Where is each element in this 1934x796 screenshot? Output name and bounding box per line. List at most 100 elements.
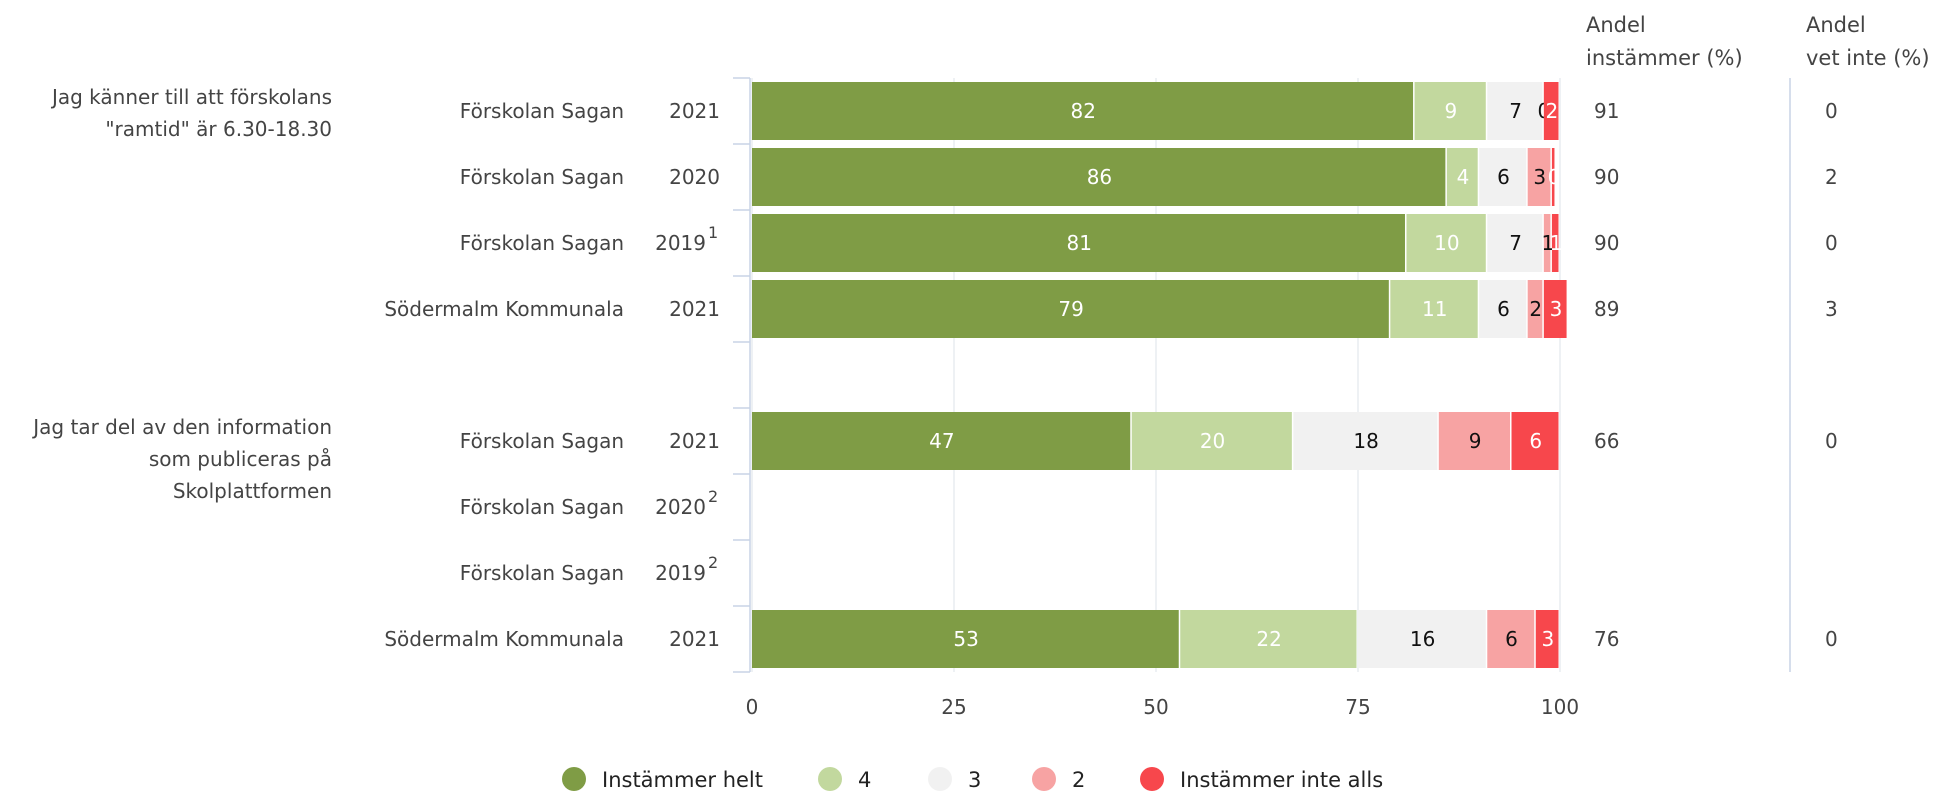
bar-value-label: 9 (1469, 429, 1482, 453)
bar-value-label: 7 (1509, 231, 1522, 255)
bar-value-label: 86 (1087, 165, 1112, 189)
row-year-label: 2020 (669, 165, 720, 189)
dontknow-value: 0 (1825, 429, 1838, 453)
row-footnote: 1 (708, 223, 718, 242)
legend-swatch-2 (818, 767, 842, 791)
bar-segment-3 (1487, 214, 1543, 272)
bar-value-label: 18 (1353, 429, 1378, 453)
bar-value-label: 6 (1505, 627, 1518, 651)
row-year-label: 2021 (669, 99, 720, 123)
bar-segment-5 (1535, 610, 1559, 668)
bar-segment-5 (1543, 82, 1559, 140)
legend-label: Instämmer inte alls (1180, 768, 1383, 792)
row-unit-label: Förskolan Sagan (460, 165, 624, 189)
question-label-line: Skolplattformen (173, 479, 332, 503)
row-year-label: 2021 (669, 429, 720, 453)
row-year-label: 2021 (669, 627, 720, 651)
agree-header-line2: instämmer (%) (1586, 46, 1743, 70)
dontknow-value: 0 (1825, 231, 1838, 255)
bar-segment-3 (1479, 148, 1527, 206)
bar-segment-3 (1293, 412, 1438, 470)
legend-label: 3 (968, 768, 981, 792)
bar-segment-2 (1446, 148, 1478, 206)
bar-value-label: 7 (1509, 99, 1522, 123)
bar-segment-2 (1390, 280, 1478, 338)
row-unit-label: Förskolan Sagan (460, 99, 624, 123)
row-year-label: 2020 (655, 495, 706, 519)
dontknow-header-line1: Andel (1806, 13, 1866, 37)
bar-value-label: 1 (1550, 231, 1563, 255)
row-footnote: 2 (708, 553, 718, 572)
x-tick-label: 100 (1541, 695, 1579, 719)
bar-segment-2 (1131, 412, 1292, 470)
bar-value-label: 2 (1529, 297, 1542, 321)
bar-value-label: 0 (1548, 165, 1561, 189)
agree-value: 76 (1594, 627, 1619, 651)
row-unit-label: Södermalm Kommunala (384, 297, 624, 321)
row-unit-label: Förskolan Sagan (460, 429, 624, 453)
bar-segment-4 (1527, 148, 1551, 206)
bar-value-label: 16 (1410, 627, 1435, 651)
question-label-line: Jag känner till att förskolans (50, 85, 332, 109)
dontknow-header-line2: vet inte (%) (1806, 46, 1930, 70)
bar-value-label: 3 (1542, 627, 1555, 651)
bar-value-label: 11 (1422, 297, 1447, 321)
bar-value-label: 6 (1497, 165, 1510, 189)
question-label-line: som publiceras på (149, 447, 332, 471)
row-year-label: 2021 (669, 297, 720, 321)
question-label-line: Jag tar del av den information (31, 415, 332, 439)
legend-swatch-5 (1140, 767, 1164, 791)
bar-segment-5 (1551, 148, 1555, 206)
question-label-line: "ramtid" är 6.30-18.30 (105, 117, 332, 141)
bar-segment-1 (752, 214, 1405, 272)
bar-value-label: 1 (1542, 231, 1555, 255)
bar-segment-4 (1487, 610, 1535, 668)
bar-segment-2 (1406, 214, 1486, 272)
agree-value: 91 (1594, 99, 1619, 123)
x-tick-label: 25 (941, 695, 966, 719)
bar-segment-1 (752, 412, 1131, 470)
legend-swatch-3 (928, 767, 952, 791)
legend-swatch-4 (1032, 767, 1056, 791)
agree-value: 90 (1594, 165, 1619, 189)
row-unit-label: Förskolan Sagan (460, 231, 624, 255)
agree-header-line1: Andel (1586, 13, 1646, 37)
bar-segment-5 (1551, 214, 1559, 272)
bar-value-label: 22 (1256, 627, 1281, 651)
bar-value-label: 79 (1058, 297, 1083, 321)
bar-value-label: 4 (1457, 165, 1470, 189)
row-year-label: 2019 (655, 561, 706, 585)
bar-value-label: 82 (1071, 99, 1096, 123)
bar-segment-2 (1414, 82, 1486, 140)
dontknow-value: 3 (1825, 297, 1838, 321)
bar-segment-1 (752, 148, 1446, 206)
row-unit-label: Förskolan Sagan (460, 495, 624, 519)
legend-label: 2 (1072, 768, 1085, 792)
x-tick-label: 50 (1143, 695, 1168, 719)
agree-value: 90 (1594, 231, 1619, 255)
x-tick-label: 75 (1345, 695, 1370, 719)
legend-label: Instämmer helt (602, 768, 763, 792)
legend-label: 4 (858, 768, 871, 792)
legend-swatch-1 (562, 767, 586, 791)
dontknow-value: 0 (1825, 99, 1838, 123)
bar-value-label: 20 (1200, 429, 1225, 453)
dontknow-value: 2 (1825, 165, 1838, 189)
bar-segment-5 (1511, 412, 1559, 470)
agree-value: 66 (1594, 429, 1619, 453)
bar-segment-4 (1527, 280, 1543, 338)
dontknow-value: 0 (1825, 627, 1838, 651)
bar-segment-3 (1479, 280, 1527, 338)
row-unit-label: Södermalm Kommunala (384, 627, 624, 651)
bar-segment-2 (1180, 610, 1357, 668)
bar-value-label: 3 (1550, 297, 1563, 321)
bar-value-label: 2 (1546, 99, 1559, 123)
bar-value-label: 9 (1445, 99, 1458, 123)
bar-segment-1 (752, 280, 1389, 338)
bar-value-label: 3 (1533, 165, 1546, 189)
bar-segment-5 (1543, 280, 1567, 338)
bar-value-label: 81 (1067, 231, 1092, 255)
bar-segment-4 (1543, 214, 1551, 272)
bar-segment-1 (752, 610, 1179, 668)
